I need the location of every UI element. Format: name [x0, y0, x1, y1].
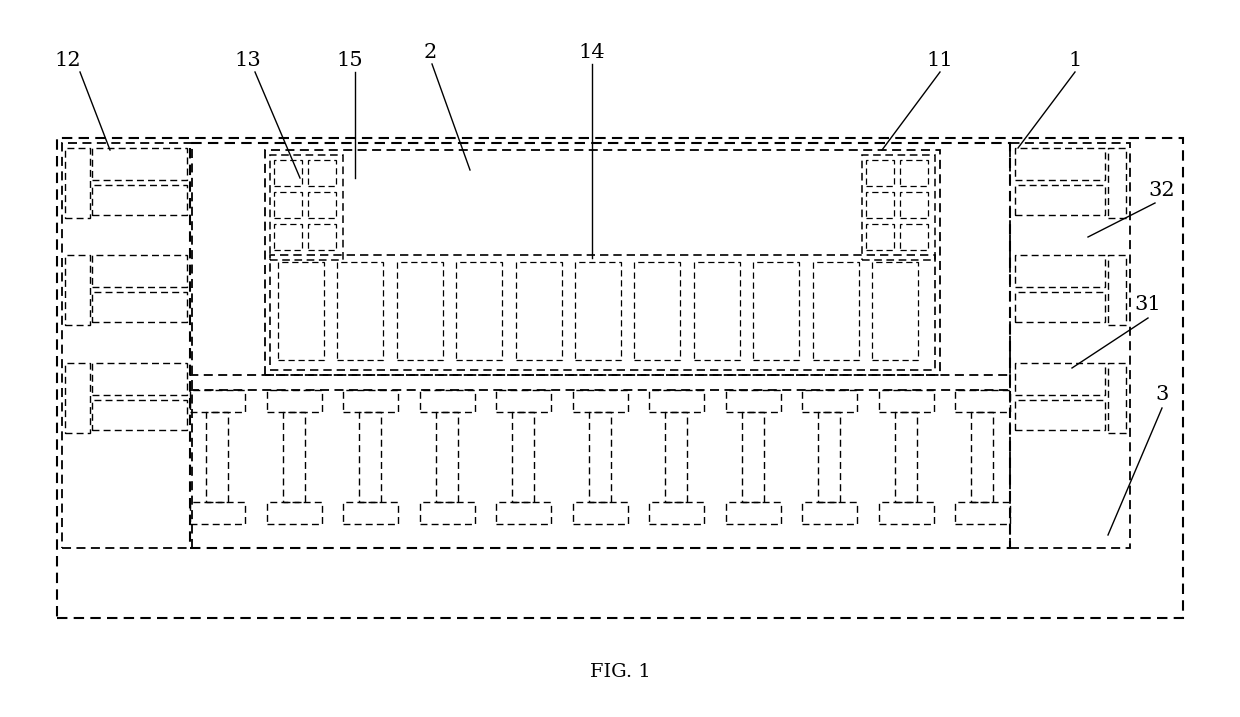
Bar	[900, 160, 928, 186]
Bar	[267, 502, 321, 524]
Bar	[573, 502, 627, 524]
Bar	[64, 255, 91, 325]
Bar	[862, 155, 935, 260]
Bar	[971, 412, 993, 502]
Bar	[343, 502, 398, 524]
Bar	[1016, 400, 1105, 430]
Bar	[308, 160, 336, 186]
Bar	[267, 390, 321, 412]
Text: 2: 2	[423, 42, 436, 62]
Bar	[512, 412, 534, 502]
Bar	[900, 192, 928, 218]
Bar	[573, 390, 627, 412]
Bar	[397, 262, 443, 360]
Bar	[694, 262, 740, 360]
Bar	[270, 155, 343, 260]
Bar	[1016, 292, 1105, 322]
Bar	[419, 390, 475, 412]
Bar	[1016, 363, 1105, 395]
Bar	[742, 412, 764, 502]
Bar	[866, 160, 894, 186]
Bar	[866, 224, 894, 250]
Bar	[278, 262, 324, 360]
Bar	[725, 502, 780, 524]
Bar	[812, 262, 858, 360]
Bar	[92, 292, 187, 322]
Bar	[283, 412, 305, 502]
Bar	[1011, 143, 1130, 548]
Bar	[1109, 363, 1126, 433]
Text: FIG. 1: FIG. 1	[590, 663, 650, 681]
Bar	[878, 502, 934, 524]
Bar	[1016, 148, 1105, 180]
Bar	[64, 363, 91, 433]
Bar	[274, 192, 303, 218]
Bar	[92, 255, 187, 287]
Bar	[955, 390, 1011, 412]
Bar	[575, 262, 621, 360]
Bar	[753, 262, 800, 360]
Bar	[1109, 255, 1126, 325]
Bar	[206, 412, 228, 502]
Bar	[190, 143, 1011, 548]
Text: 12: 12	[55, 50, 82, 70]
Bar	[92, 363, 187, 395]
Bar	[900, 224, 928, 250]
Bar	[265, 150, 940, 375]
Bar	[818, 412, 839, 502]
Bar	[802, 390, 857, 412]
Bar	[866, 192, 894, 218]
Bar	[190, 375, 1011, 390]
Bar	[92, 185, 187, 215]
Bar	[456, 262, 502, 360]
Bar	[725, 390, 780, 412]
Bar	[360, 412, 381, 502]
Bar	[308, 192, 336, 218]
Bar	[190, 502, 246, 524]
Bar	[1016, 255, 1105, 287]
Text: 3: 3	[1156, 386, 1168, 404]
Bar	[802, 502, 857, 524]
Bar	[62, 143, 192, 548]
Bar	[92, 400, 187, 430]
Text: 14: 14	[579, 42, 605, 62]
Bar	[343, 390, 398, 412]
Bar	[589, 412, 610, 502]
Text: 11: 11	[926, 50, 954, 70]
Bar	[1109, 148, 1126, 218]
Bar	[649, 390, 704, 412]
Bar	[496, 390, 551, 412]
Bar	[308, 224, 336, 250]
Bar	[665, 412, 687, 502]
Bar	[337, 262, 383, 360]
Text: 32: 32	[1148, 181, 1176, 199]
Bar	[274, 224, 303, 250]
Bar	[516, 262, 562, 360]
Bar	[274, 160, 303, 186]
Text: 1: 1	[1069, 50, 1081, 70]
Bar	[1016, 185, 1105, 215]
Bar	[649, 502, 704, 524]
Bar	[496, 502, 551, 524]
Bar	[635, 262, 681, 360]
Text: 31: 31	[1135, 295, 1162, 315]
Bar	[190, 390, 246, 412]
Bar	[270, 255, 935, 370]
Bar	[435, 412, 458, 502]
Bar	[64, 148, 91, 218]
Text: 13: 13	[234, 50, 262, 70]
Bar	[419, 502, 475, 524]
Bar	[92, 148, 187, 180]
Bar	[878, 390, 934, 412]
Bar	[894, 412, 916, 502]
Bar	[955, 502, 1011, 524]
Bar	[57, 138, 1183, 618]
Bar	[872, 262, 918, 360]
Text: 15: 15	[337, 50, 363, 70]
